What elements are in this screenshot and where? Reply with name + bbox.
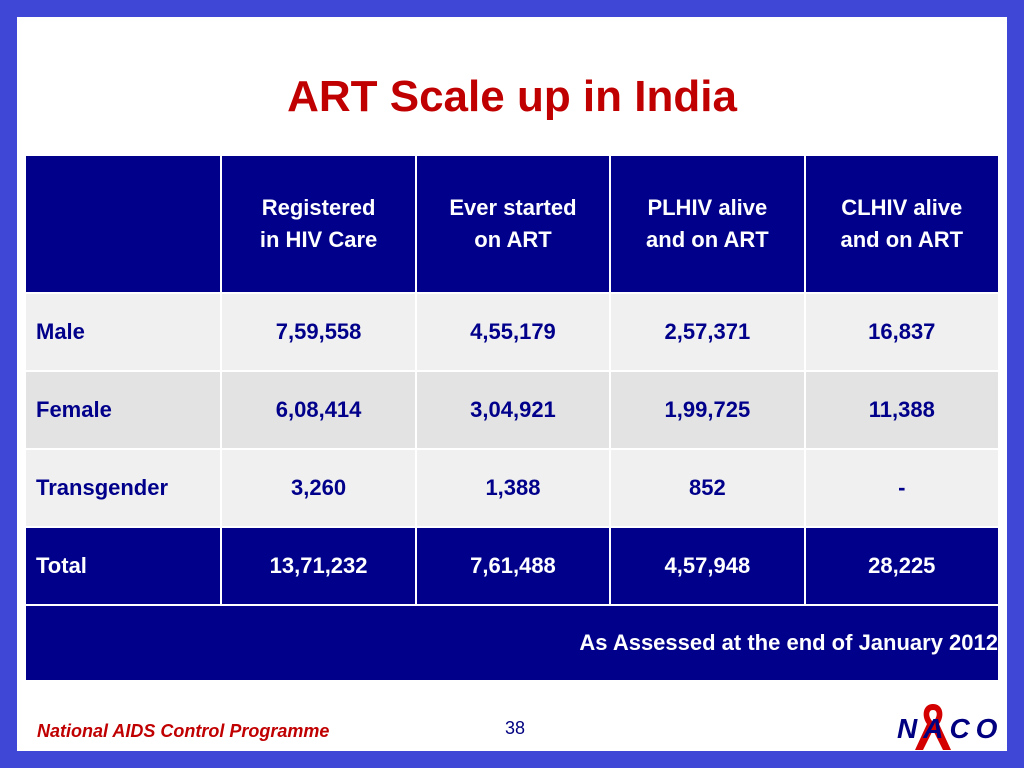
assessment-note: As Assessed at the end of January 2012 bbox=[24, 604, 1000, 682]
cell-value: 1,388 bbox=[414, 448, 612, 528]
table-row-total: Total 13,71,232 7,61,488 4,57,948 28,225 bbox=[23, 526, 1001, 606]
row-label: Total bbox=[23, 526, 223, 606]
cell-value: 6,08,414 bbox=[220, 370, 417, 450]
header-clhiv-alive: CLHIV alive and on ART bbox=[803, 154, 1001, 294]
logo-text: NACO bbox=[897, 713, 1003, 744]
table-row-male: Male 7,59,558 4,55,179 2,57,371 16,837 bbox=[23, 292, 1001, 372]
header-ever-started: Ever started on ART bbox=[414, 154, 612, 294]
table-header-row: Registered in HIV Care Ever started on A… bbox=[23, 154, 1001, 294]
cell-value: 4,57,948 bbox=[609, 526, 806, 606]
cell-value: 11,388 bbox=[803, 370, 1001, 450]
cell-value: 3,04,921 bbox=[414, 370, 612, 450]
cell-value: 1,99,725 bbox=[609, 370, 806, 450]
table-row-transgender: Transgender 3,260 1,388 852 - bbox=[23, 448, 1001, 528]
table-note-row: As Assessed at the end of January 2012 bbox=[24, 604, 1000, 682]
page-number: 38 bbox=[505, 718, 526, 738]
header-plhiv-alive: PLHIV alive and on ART bbox=[609, 154, 806, 294]
row-label: Male bbox=[23, 292, 223, 372]
cell-value: 7,61,488 bbox=[414, 526, 612, 606]
naco-logo: NACO bbox=[897, 704, 1003, 750]
art-table: Registered in HIV Care Ever started on A… bbox=[23, 154, 1001, 682]
cell-value: 28,225 bbox=[803, 526, 1001, 606]
slide-title: ART Scale up in India bbox=[287, 72, 737, 121]
header-registered: Registered in HIV Care bbox=[220, 154, 417, 294]
header-corner-cell bbox=[23, 154, 223, 294]
cell-value: 4,55,179 bbox=[414, 292, 612, 372]
cell-value: 2,57,371 bbox=[609, 292, 806, 372]
row-label: Female bbox=[23, 370, 223, 450]
cell-value: 13,71,232 bbox=[220, 526, 417, 606]
footer-organization: National AIDS Control Programme bbox=[37, 721, 330, 741]
cell-value: 16,837 bbox=[803, 292, 1001, 372]
cell-value: 852 bbox=[609, 448, 806, 528]
cell-value: 3,260 bbox=[220, 448, 417, 528]
cell-value: 7,59,558 bbox=[220, 292, 417, 372]
red-ribbon-icon bbox=[915, 704, 951, 750]
table-row-female: Female 6,08,414 3,04,921 1,99,725 11,388 bbox=[23, 370, 1001, 450]
row-label: Transgender bbox=[23, 448, 223, 528]
cell-value: - bbox=[803, 448, 1001, 528]
